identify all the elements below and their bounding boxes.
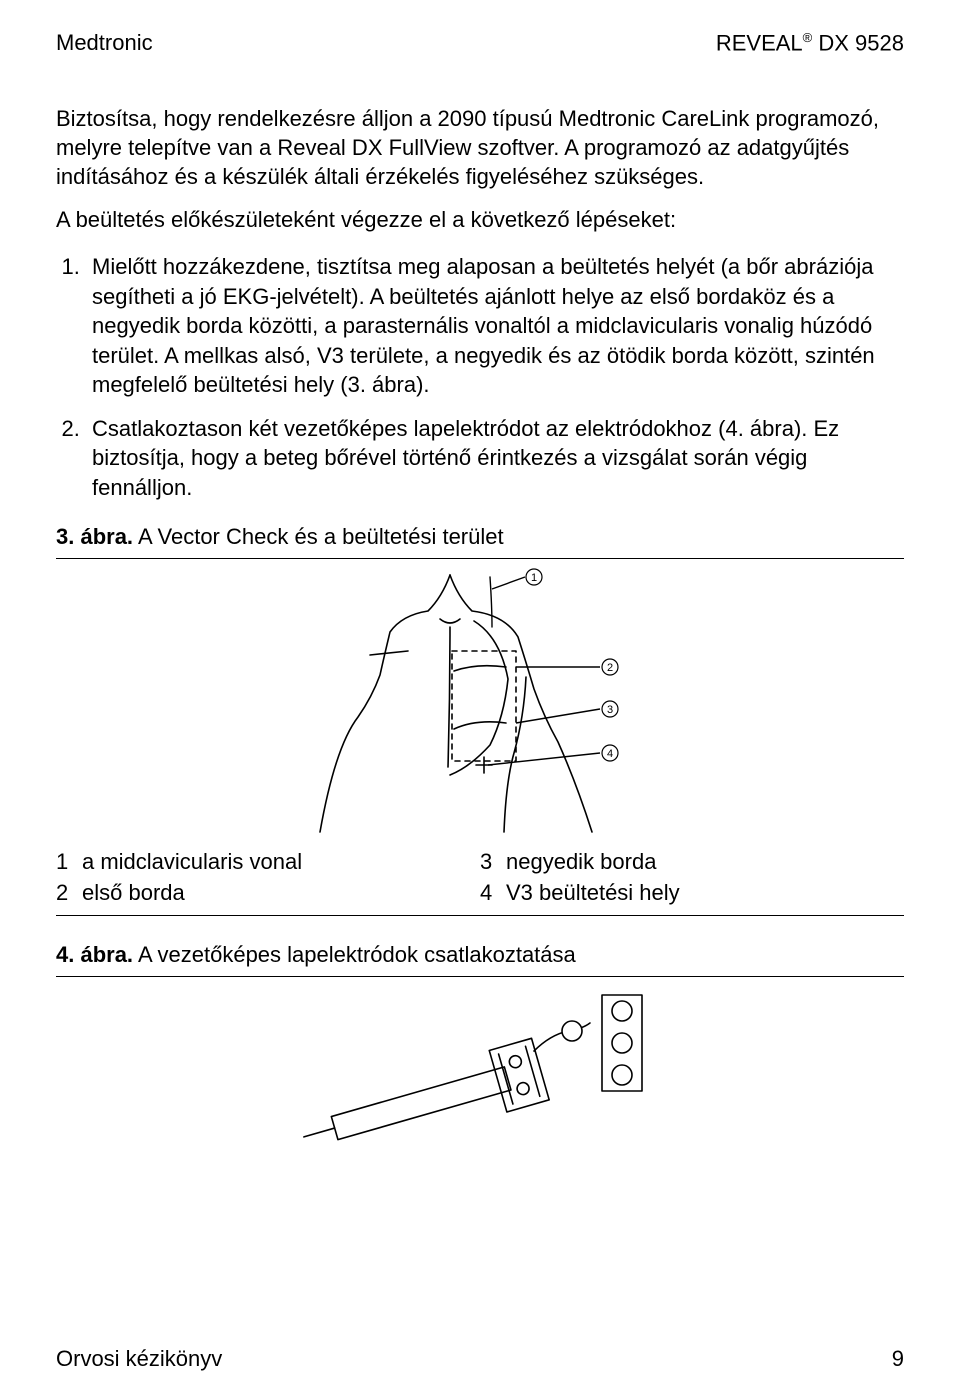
figure-4-svg <box>290 985 670 1165</box>
step-item: Csatlakoztason két vezetőképes lapelektr… <box>86 414 904 502</box>
figure-3-legend: 1a midclavicularis vonal 2első borda 3ne… <box>56 847 904 909</box>
footer-page-number: 9 <box>892 1346 904 1372</box>
page-header: Medtronic REVEAL® DX 9528 <box>56 30 904 56</box>
figure-4-rule-top <box>56 976 904 977</box>
figure-4-title: 4. ábra. A vezetőképes lapelektródok csa… <box>56 942 904 968</box>
svg-text:3: 3 <box>607 704 613 716</box>
legend-item: 4V3 beültetési hely <box>480 878 904 909</box>
registered-mark: ® <box>803 30 813 45</box>
figure-3: 1 2 3 4 <box>56 567 904 837</box>
steps-list: Mielőtt hozzákezdene, tisztítsa meg alap… <box>56 252 904 502</box>
step-item: Mielőtt hozzákezdene, tisztítsa meg alap… <box>86 252 904 399</box>
footer-left: Orvosi kézikönyv <box>56 1346 222 1372</box>
legend-item: 1a midclavicularis vonal <box>56 847 480 878</box>
model-number: DX 9528 <box>812 30 904 55</box>
svg-text:4: 4 <box>607 748 613 760</box>
figure-3-svg: 1 2 3 4 <box>300 567 660 837</box>
figure-3-label: 3. ábra. <box>56 524 133 549</box>
header-right: REVEAL® DX 9528 <box>716 30 904 56</box>
figure-3-title: 3. ábra. A Vector Check és a beültetési … <box>56 524 904 550</box>
svg-text:1: 1 <box>531 572 537 584</box>
svg-text:2: 2 <box>607 662 613 674</box>
intro-paragraph-1: Biztosítsa, hogy rendelkezésre álljon a … <box>56 104 904 191</box>
page-footer: Orvosi kézikönyv 9 <box>56 1346 904 1372</box>
figure-3-rule-top <box>56 558 904 559</box>
figure-4-label: 4. ábra. <box>56 942 133 967</box>
figure-3-caption: A Vector Check és a beültetési terület <box>133 524 504 549</box>
figure-4 <box>56 985 904 1165</box>
figure-4-caption: A vezetőképes lapelektródok csatlakoztat… <box>133 942 576 967</box>
legend-item: 2első borda <box>56 878 480 909</box>
legend-item: 3negyedik borda <box>480 847 904 878</box>
header-left: Medtronic <box>56 30 153 56</box>
brand-name: REVEAL <box>716 30 803 55</box>
figure-3-rule-bottom <box>56 915 904 916</box>
page: Medtronic REVEAL® DX 9528 Biztosítsa, ho… <box>0 0 960 1400</box>
intro-paragraph-2: A beültetés előkészületeként végezze el … <box>56 205 904 234</box>
